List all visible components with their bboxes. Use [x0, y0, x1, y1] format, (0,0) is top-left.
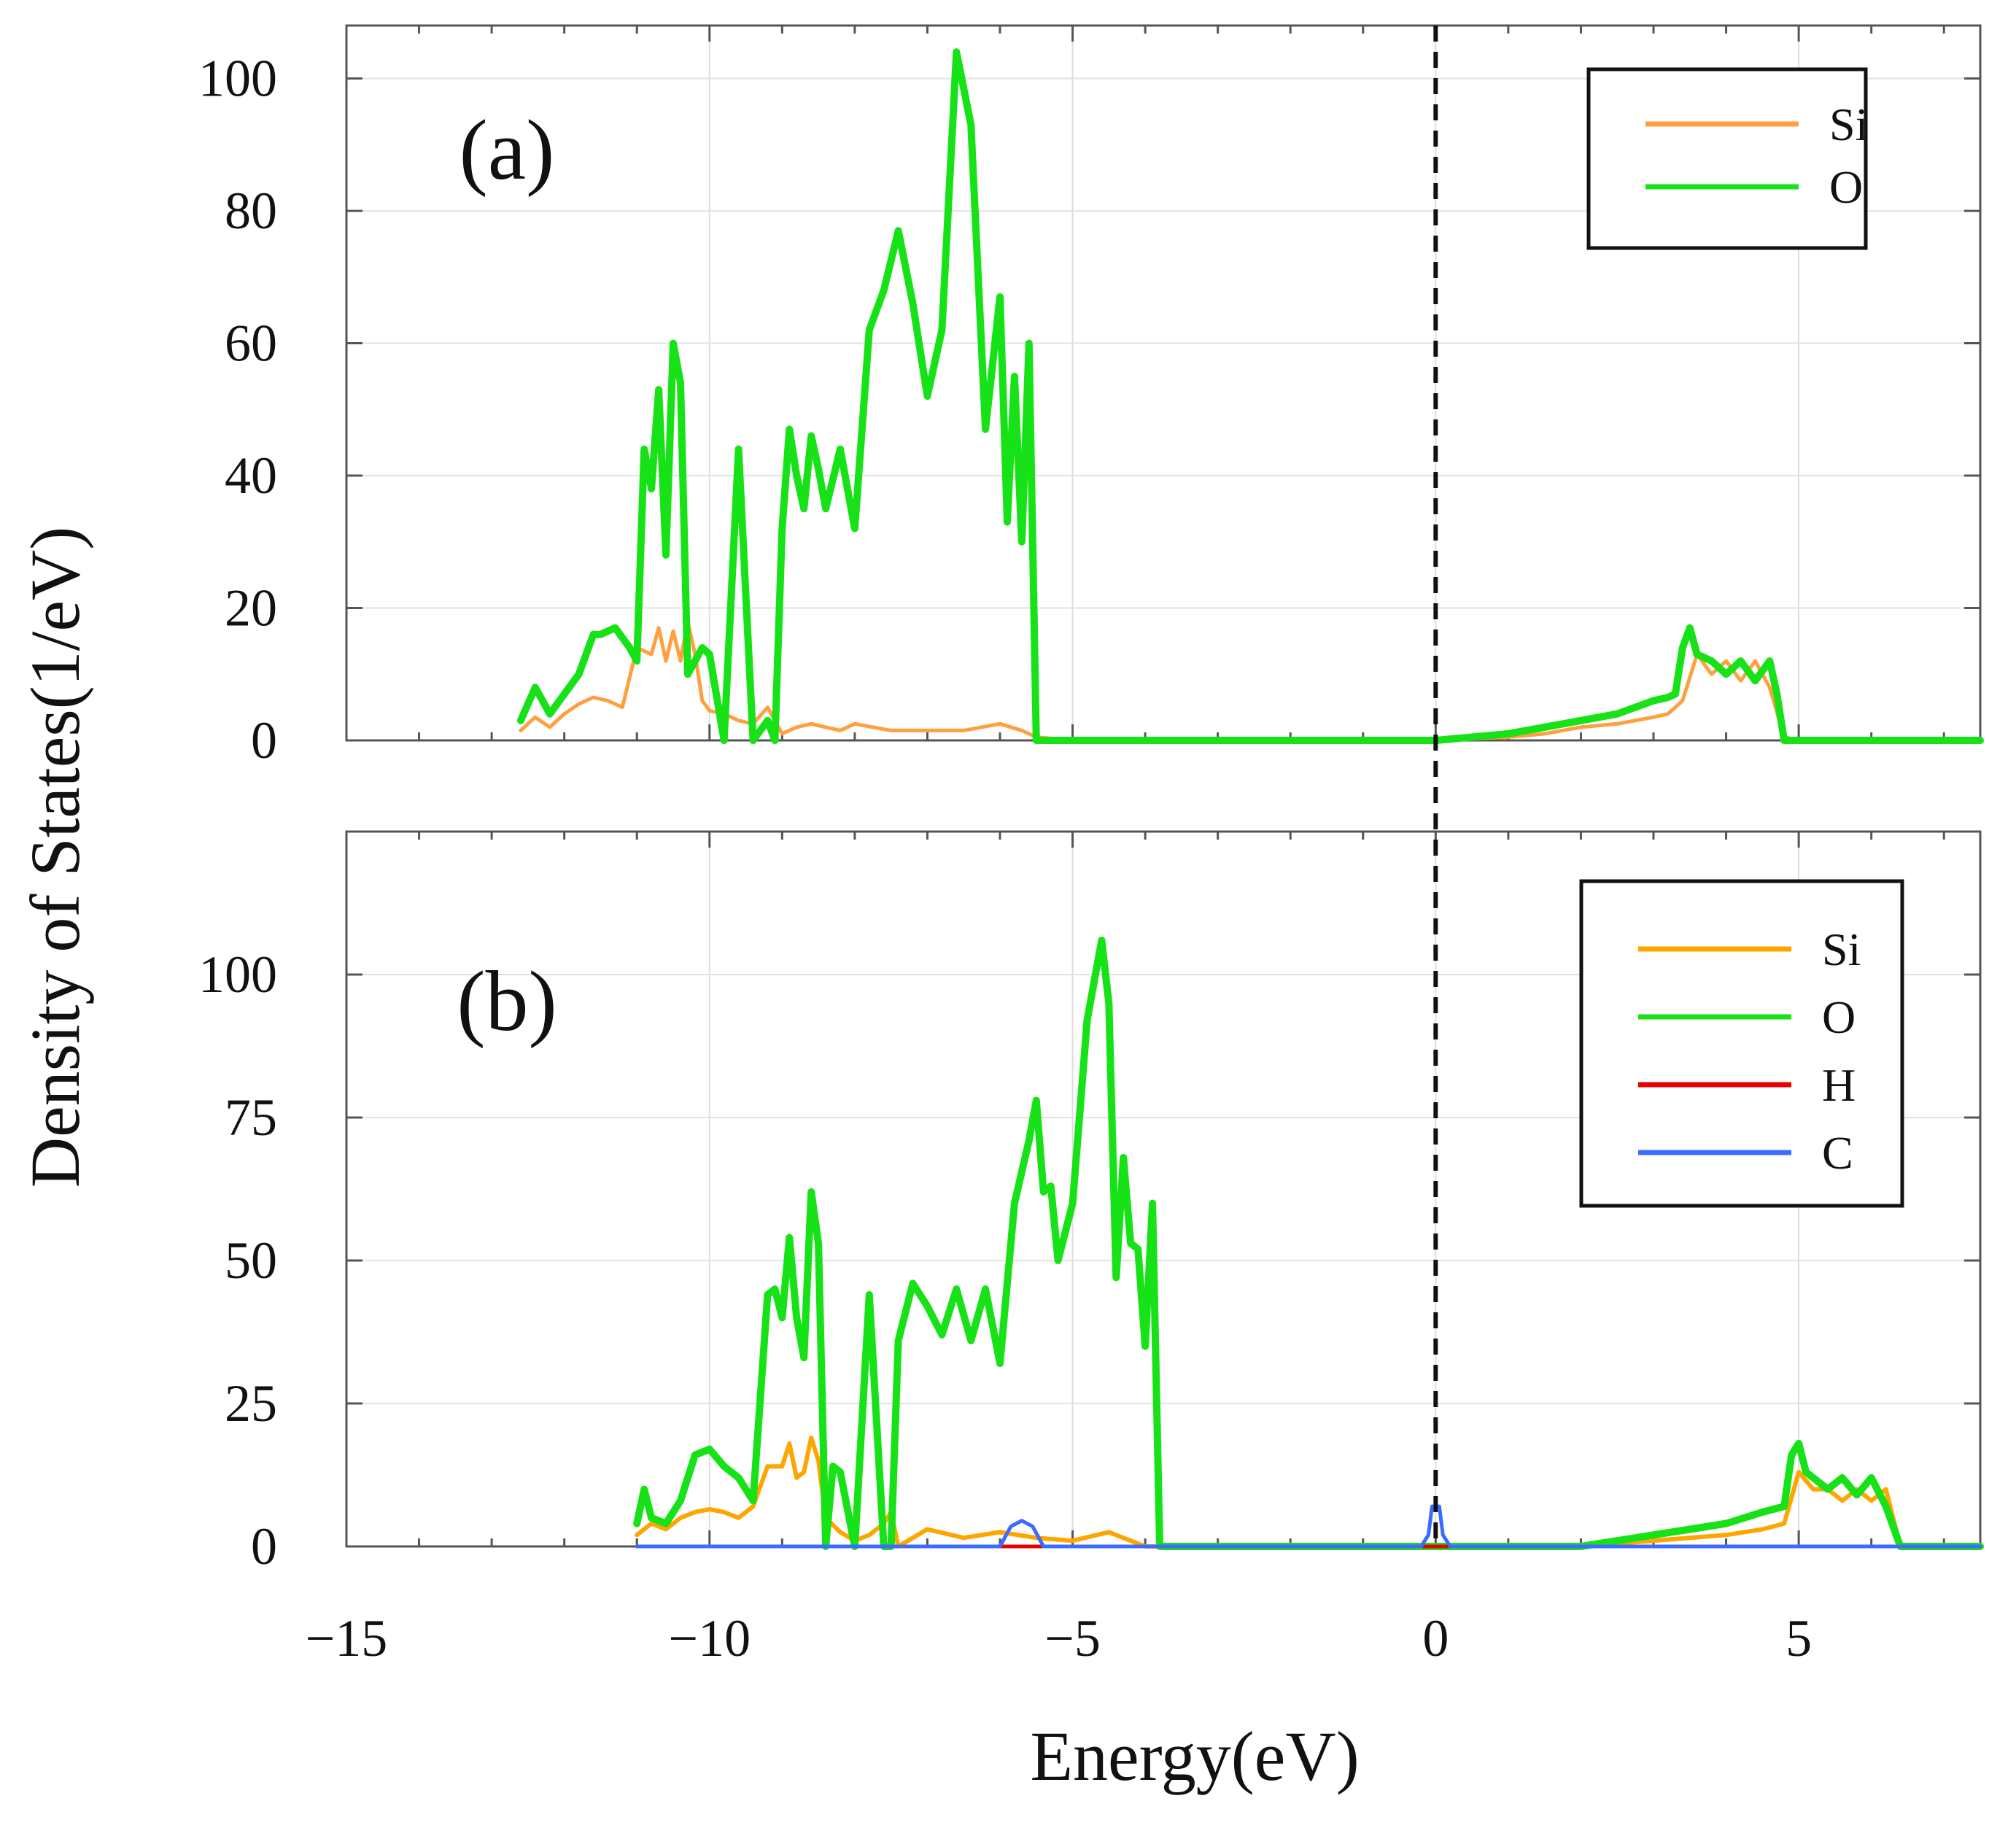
- y-tick-label: 50: [225, 1231, 277, 1290]
- series-line-si: [519, 619, 1982, 743]
- y-tick-label: 80: [225, 182, 277, 240]
- x-axis-title: Energy(eV): [1030, 1717, 1359, 1795]
- panel-label: (a): [460, 102, 555, 198]
- y-tick-label: 75: [225, 1088, 277, 1147]
- y-tick-label: 25: [225, 1374, 277, 1433]
- x-tick-label: 5: [1786, 1609, 1812, 1668]
- legend-box: [1579, 879, 1904, 1208]
- legend-label-h: H: [1822, 1059, 1856, 1111]
- y-tick-label: 100: [198, 945, 277, 1004]
- panel-a: 0 20 40 60 80 100 (a) Si O: [198, 24, 1984, 770]
- x-tick-label: 0: [1422, 1609, 1449, 1668]
- x-tick-label: −10: [668, 1609, 751, 1668]
- legend-label-o: O: [1829, 161, 1863, 213]
- y-tick-label: 20: [225, 579, 277, 638]
- legend-box: [1586, 67, 1868, 250]
- y-tick-label: 0: [251, 711, 277, 770]
- y-tick-label: 40: [225, 446, 277, 505]
- y-tick-label: 0: [251, 1517, 277, 1576]
- y-tick-label: 100: [198, 50, 277, 108]
- legend-label-o: O: [1822, 991, 1856, 1043]
- legend-label-si: Si: [1829, 98, 1868, 150]
- legend-label-c: C: [1822, 1127, 1853, 1179]
- series-line-c: [635, 1504, 1982, 1549]
- series-line-o: [633, 937, 1984, 1550]
- x-tick-label: −5: [1044, 1609, 1101, 1668]
- x-tick-label: −15: [306, 1609, 388, 1668]
- panel-b: 0 25 50 75 100 (b) Si OHC −15 −10 −5 0 5: [198, 830, 1984, 1668]
- panel-label: (b): [457, 953, 557, 1049]
- series-line-o: [516, 48, 1984, 744]
- series-line-si: [635, 1436, 1982, 1549]
- y-tick-label: 60: [225, 314, 277, 373]
- legend-label-si: Si: [1822, 923, 1861, 975]
- y-axis-title: Density of States(1/eV): [16, 527, 94, 1188]
